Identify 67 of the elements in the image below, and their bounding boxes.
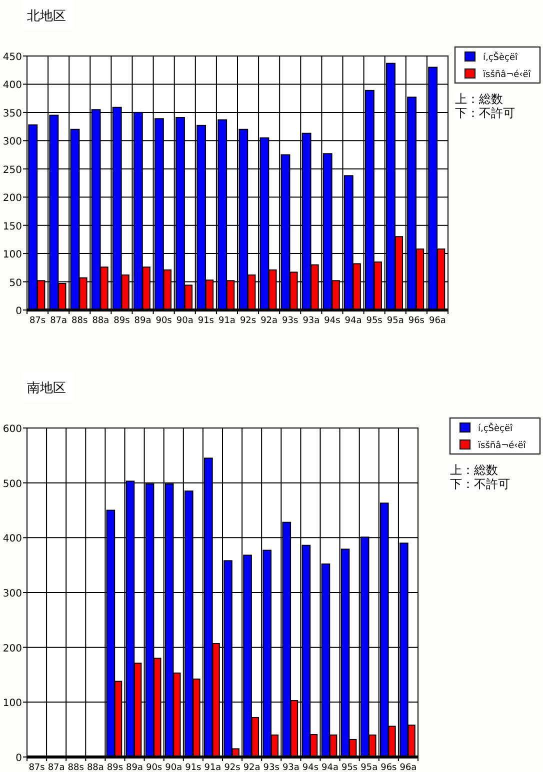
x-tick-label: 87s bbox=[29, 316, 46, 326]
legend-label: ïsšñâ¬é‹ëî bbox=[477, 440, 526, 451]
x-tick-label: 91a bbox=[204, 763, 222, 772]
x-tick-label: 93s bbox=[263, 763, 280, 772]
chart-title: 南地区 bbox=[27, 381, 66, 396]
x-tick-label: 89s bbox=[114, 316, 130, 326]
y-tick-label: 100 bbox=[2, 698, 22, 710]
y-tick-label: 50 bbox=[9, 278, 22, 289]
x-tick-label: 89s bbox=[106, 763, 124, 772]
y-tick-label: 350 bbox=[2, 108, 22, 120]
x-tick-label: 89a bbox=[134, 316, 152, 326]
x-tick-label: 87s bbox=[28, 763, 46, 772]
y-tick-label: 450 bbox=[2, 52, 22, 63]
y-tick-label: 400 bbox=[2, 534, 22, 545]
text: 下：不許可 bbox=[455, 106, 515, 120]
y-tick-label: 150 bbox=[2, 221, 22, 232]
x-tick-label: 93a bbox=[282, 763, 300, 772]
chart-title: 北地区 bbox=[27, 9, 66, 24]
x-tick-label: 90a bbox=[176, 316, 194, 326]
x-tick-label: 90s bbox=[146, 763, 162, 772]
text: 下：不許可 bbox=[450, 477, 510, 491]
x-tick-label: 92a bbox=[243, 763, 260, 772]
legend-label: ïsšñâ¬é‹ëî bbox=[482, 69, 532, 80]
x-tick-label: 93s bbox=[282, 316, 298, 326]
x-tick-label: 88s bbox=[72, 316, 88, 326]
x-tick-label: 91s bbox=[185, 763, 202, 772]
x-tick-label: 88a bbox=[92, 316, 110, 326]
x-tick-label: 94a bbox=[322, 763, 339, 772]
x-tick-label: 95s bbox=[341, 763, 358, 772]
x-tick-label: 92a bbox=[260, 316, 278, 326]
x-tick-label: 93a bbox=[302, 316, 320, 326]
x-tick-label: 95a bbox=[386, 316, 404, 326]
text: 上：総数 bbox=[450, 463, 498, 477]
y-tick-label: 200 bbox=[2, 643, 22, 654]
x-tick-label: 94s bbox=[302, 763, 319, 772]
legend-label: í‚çŠèçëî bbox=[483, 51, 518, 63]
x-tick-label: 87a bbox=[50, 316, 68, 326]
y-tick-label: 0 bbox=[16, 306, 22, 317]
legend-label: í‚çŠèçëî bbox=[478, 422, 514, 434]
y-tick-label: 100 bbox=[2, 250, 22, 261]
x-tick-label: 96a bbox=[400, 763, 417, 772]
x-tick-label: 94a bbox=[344, 316, 362, 326]
x-tick-label: 95a bbox=[360, 763, 378, 772]
text: 上：総数 bbox=[455, 92, 503, 106]
x-tick-label: 90a bbox=[165, 763, 182, 772]
y-tick-label: 400 bbox=[2, 80, 22, 92]
x-tick-label: 92s bbox=[240, 316, 256, 326]
x-tick-label: 90s bbox=[156, 316, 172, 326]
x-tick-label: 96s bbox=[380, 763, 398, 772]
x-tick-label: 95s bbox=[366, 316, 383, 326]
x-tick-label: 89a bbox=[126, 763, 144, 772]
y-tick-label: 300 bbox=[2, 588, 22, 600]
y-tick-label: 0 bbox=[16, 753, 22, 764]
y-tick-label: 600 bbox=[2, 424, 22, 435]
x-tick-label: 91s bbox=[198, 316, 214, 326]
x-tick-label: 96s bbox=[408, 316, 425, 326]
x-tick-label: 88a bbox=[86, 763, 104, 772]
x-tick-label: 96a bbox=[428, 316, 446, 326]
x-tick-label: 94s bbox=[324, 316, 341, 326]
y-tick-label: 200 bbox=[2, 193, 22, 204]
x-tick-label: 91a bbox=[218, 316, 236, 326]
x-tick-label: 88s bbox=[68, 763, 84, 772]
y-tick-label: 250 bbox=[2, 164, 22, 176]
x-tick-label: 92s bbox=[224, 763, 241, 772]
y-tick-label: 300 bbox=[2, 136, 22, 148]
x-tick-label: 87a bbox=[48, 763, 65, 772]
y-tick-label: 500 bbox=[2, 478, 22, 490]
